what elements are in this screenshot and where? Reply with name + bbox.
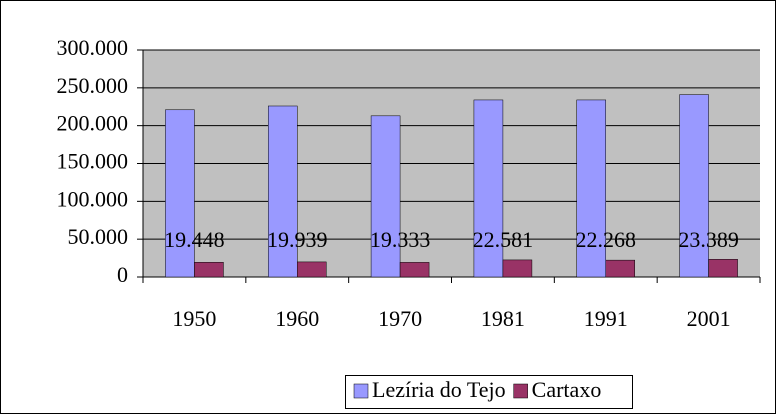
data-label: 22.268	[576, 227, 637, 252]
y-tick-label: 250.000	[57, 73, 129, 98]
data-label: 23.389	[678, 227, 739, 252]
x-tick-label: 2001	[687, 306, 731, 331]
bar	[502, 259, 533, 278]
y-tick-label: 0	[117, 262, 128, 287]
legend-swatch	[513, 383, 528, 399]
y-tick-label: 50.000	[68, 224, 129, 249]
data-label: 19.939	[267, 227, 328, 252]
bar	[708, 259, 738, 278]
data-label: 19.333	[370, 227, 431, 252]
x-tick-label: 1991	[584, 306, 628, 331]
data-label: 19.448	[164, 227, 225, 252]
bar	[576, 99, 606, 278]
bar	[399, 262, 430, 278]
legend-label: Cartaxo	[532, 377, 602, 402]
bar	[268, 105, 298, 278]
legend-label: Lezíria do Tejo	[372, 377, 506, 402]
x-tick-label: 1970	[378, 306, 422, 331]
x-tick-label: 1960	[275, 306, 319, 331]
bar	[370, 115, 401, 278]
data-label: 22.581	[473, 227, 534, 252]
y-tick-label: 300.000	[57, 35, 129, 60]
bar	[473, 99, 504, 278]
y-tick-label: 200.000	[57, 111, 129, 136]
bar	[679, 94, 709, 278]
legend-box	[345, 375, 633, 409]
bar	[605, 259, 635, 278]
x-tick-label: 1950	[172, 306, 216, 331]
x-tick-label: 1981	[481, 306, 525, 331]
bar	[194, 262, 224, 278]
bar	[165, 109, 195, 278]
legend-swatch	[353, 383, 369, 399]
y-tick-label: 150.000	[57, 149, 129, 174]
y-tick-label: 100.000	[57, 186, 129, 211]
bar	[297, 261, 327, 278]
